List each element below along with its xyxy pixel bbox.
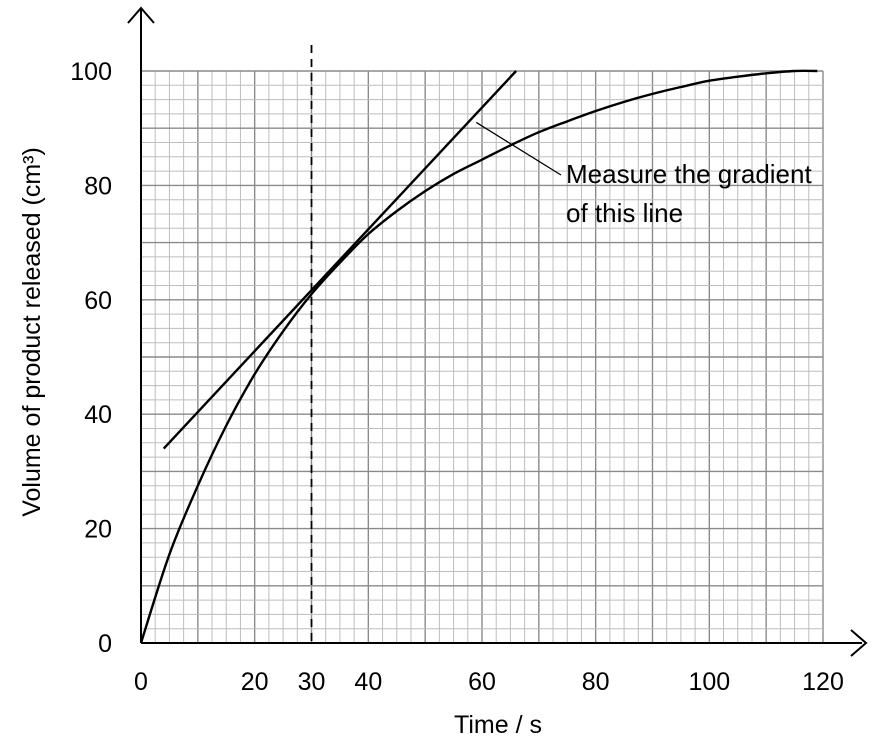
x-tick-label: 0 [134, 668, 148, 696]
grid [141, 71, 823, 643]
y-axis-title: Volume of product released (cm³) [18, 147, 46, 517]
y-tick-label: 40 [84, 401, 112, 429]
y-tick-label: 60 [84, 287, 112, 315]
x-axis-title: Time / s [454, 711, 542, 739]
x-tick-label: 20 [241, 668, 269, 696]
x-tick-label: 30 [298, 668, 326, 696]
x-tick-label: 60 [468, 668, 496, 696]
annotation-line-1: Measure the gradient [566, 159, 812, 189]
y-tick-label: 100 [70, 58, 112, 86]
y-tick-label: 80 [84, 172, 112, 200]
series [141, 45, 817, 643]
annotation-line-2: of this line [566, 198, 683, 228]
y-tick-label: 20 [84, 516, 112, 544]
x-tick-label: 100 [688, 668, 730, 696]
x-tick-label: 120 [802, 668, 844, 696]
axes [128, 8, 866, 656]
y-tick-label: 0 [98, 630, 112, 658]
x-tick-label: 40 [354, 668, 382, 696]
x-tick-label: 80 [582, 668, 610, 696]
annotation-leader-line [476, 122, 561, 175]
